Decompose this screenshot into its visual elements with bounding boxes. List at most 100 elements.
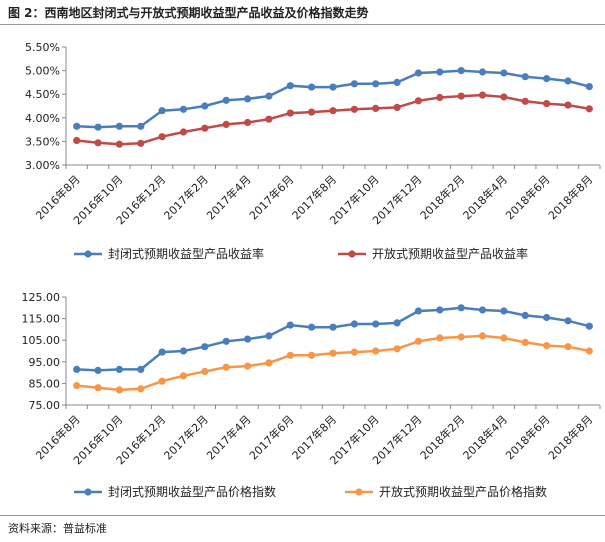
data-point — [265, 359, 273, 367]
data-point — [115, 365, 123, 373]
data-point — [478, 306, 487, 314]
data-point — [158, 348, 166, 356]
x-tick-label: 2017年2月 — [161, 172, 211, 222]
y-tick-label: 4.00% — [25, 112, 60, 125]
legend-label: 开放式预期收益型产品价格指数 — [379, 484, 547, 499]
x-tick-label: 2018年8月 — [545, 172, 595, 222]
y-tick-label: 4.50% — [25, 88, 60, 101]
data-point — [585, 83, 593, 91]
series-line — [76, 93, 590, 146]
data-point — [372, 320, 380, 328]
series-1 — [73, 304, 593, 374]
title-divider — [0, 24, 605, 25]
series-1 — [73, 67, 593, 131]
data-point — [158, 133, 166, 141]
data-point — [286, 82, 294, 90]
data-point — [436, 93, 444, 102]
figure-title: 图 2：西南地区封闭式与开放式预期收益型产品收益及价格指数走势 — [8, 6, 369, 20]
data-point — [244, 335, 252, 343]
data-point — [436, 306, 444, 314]
data-point — [115, 386, 123, 394]
data-point — [158, 107, 166, 115]
data-point — [222, 96, 230, 104]
data-point — [179, 128, 188, 136]
data-point — [543, 342, 551, 350]
data-point — [73, 136, 81, 145]
data-point — [94, 123, 102, 131]
data-point — [521, 338, 529, 346]
data-point — [543, 75, 551, 83]
x-tick-label: 2017年4月 — [203, 412, 253, 462]
y-tick-label: 3.50% — [25, 135, 60, 148]
data-point — [115, 140, 123, 148]
data-point — [137, 122, 145, 130]
legend-swatch-marker — [355, 488, 363, 496]
data-point — [585, 105, 593, 113]
chart-2: 75.0085.0095.00105.00115.00125.002016年8月… — [22, 291, 601, 499]
data-point — [393, 78, 401, 86]
y-tick-label: 5.50% — [25, 41, 60, 54]
data-point — [244, 118, 252, 127]
data-point — [201, 124, 209, 132]
data-point — [414, 97, 422, 105]
data-point — [265, 115, 273, 123]
legend-item: 封闭式预期收益型产品价格指数 — [74, 484, 276, 499]
y-tick-label: 5.00% — [25, 65, 60, 78]
y-tick-label: 125.00 — [22, 291, 61, 304]
y-tick-label: 115.00 — [22, 313, 61, 326]
y-tick-label: 75.00 — [29, 399, 61, 412]
data-point — [372, 80, 380, 88]
data-point — [308, 108, 316, 116]
footer-divider — [0, 515, 605, 516]
data-point — [286, 351, 294, 359]
data-point — [286, 109, 294, 117]
data-point — [265, 332, 273, 340]
data-point — [158, 377, 166, 385]
data-point — [73, 122, 81, 130]
data-point — [457, 333, 465, 341]
source-note: 资料来源：普益标准 — [8, 522, 107, 535]
data-point — [500, 69, 508, 77]
data-point — [308, 323, 316, 331]
x-tick-label: 2018年6月 — [503, 172, 553, 222]
data-point — [329, 323, 337, 331]
data-point — [179, 347, 188, 355]
x-tick-label: 2017年6月 — [246, 412, 296, 462]
data-point — [179, 372, 188, 380]
data-point — [564, 317, 572, 325]
y-tick-label: 85.00 — [29, 377, 61, 390]
x-tick-label: 2018年4月 — [460, 172, 510, 222]
x-tick-label: 2018年6月 — [503, 412, 553, 462]
y-tick-label: 95.00 — [29, 356, 61, 369]
data-point — [436, 334, 444, 342]
data-point — [222, 120, 230, 128]
legend-item: 开放式预期收益型产品价格指数 — [345, 484, 547, 499]
data-point — [436, 68, 444, 76]
legend-item: 开放式预期收益型产品收益率 — [338, 246, 528, 261]
data-point — [137, 385, 145, 393]
data-point — [286, 321, 294, 329]
legend-swatch-marker — [84, 488, 92, 496]
data-point — [414, 337, 422, 345]
data-point — [244, 362, 252, 370]
data-point — [222, 337, 230, 345]
series-2 — [73, 91, 593, 148]
data-point — [393, 345, 401, 353]
data-point — [500, 307, 508, 315]
data-point — [329, 349, 337, 357]
x-tick-label: 2018年4月 — [460, 412, 510, 462]
data-point — [350, 348, 358, 356]
series-2 — [73, 332, 593, 394]
legend-swatch-marker — [348, 250, 356, 258]
data-point — [564, 101, 572, 109]
data-point — [73, 382, 81, 390]
data-point — [478, 68, 487, 76]
data-point — [457, 304, 465, 312]
data-point — [94, 384, 102, 392]
data-point — [500, 93, 508, 101]
data-point — [585, 322, 593, 330]
data-point — [329, 107, 337, 115]
data-point — [308, 83, 316, 91]
data-point — [372, 104, 380, 112]
data-point — [393, 319, 401, 327]
